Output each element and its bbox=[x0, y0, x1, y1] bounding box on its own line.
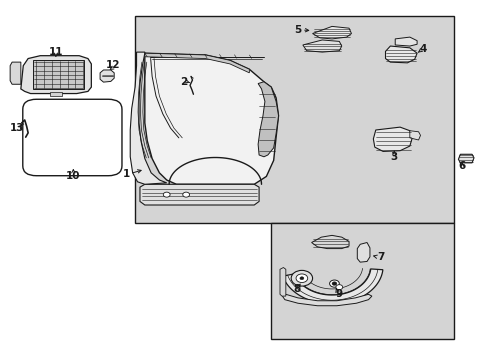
Circle shape bbox=[163, 192, 170, 197]
Polygon shape bbox=[144, 53, 278, 184]
Polygon shape bbox=[130, 52, 166, 184]
FancyBboxPatch shape bbox=[23, 99, 122, 176]
Polygon shape bbox=[144, 53, 249, 73]
Text: 3: 3 bbox=[390, 152, 397, 162]
Polygon shape bbox=[282, 294, 371, 306]
Polygon shape bbox=[302, 40, 341, 52]
Circle shape bbox=[299, 277, 303, 280]
Bar bbox=[50, 93, 62, 96]
Polygon shape bbox=[100, 70, 114, 82]
Polygon shape bbox=[135, 16, 453, 223]
Polygon shape bbox=[312, 26, 351, 39]
Text: 1: 1 bbox=[123, 168, 130, 179]
Text: 7: 7 bbox=[376, 252, 384, 262]
Circle shape bbox=[290, 270, 312, 286]
Polygon shape bbox=[280, 267, 285, 296]
Polygon shape bbox=[21, 56, 91, 94]
Circle shape bbox=[331, 282, 336, 285]
Bar bbox=[33, 60, 84, 89]
Circle shape bbox=[183, 192, 189, 197]
Circle shape bbox=[329, 280, 339, 287]
Polygon shape bbox=[409, 131, 420, 140]
Polygon shape bbox=[394, 37, 416, 46]
Polygon shape bbox=[258, 82, 278, 157]
Polygon shape bbox=[140, 184, 259, 205]
Text: 8: 8 bbox=[293, 284, 301, 294]
Polygon shape bbox=[357, 243, 369, 262]
Polygon shape bbox=[385, 46, 416, 63]
Polygon shape bbox=[271, 223, 453, 339]
Polygon shape bbox=[372, 127, 411, 152]
Text: 2: 2 bbox=[180, 77, 187, 87]
Text: 5: 5 bbox=[294, 25, 301, 35]
Text: 6: 6 bbox=[458, 161, 465, 171]
Polygon shape bbox=[311, 235, 348, 249]
Text: 4: 4 bbox=[419, 44, 426, 54]
Polygon shape bbox=[458, 154, 473, 163]
Polygon shape bbox=[10, 62, 21, 84]
Polygon shape bbox=[282, 269, 382, 304]
Circle shape bbox=[295, 274, 307, 283]
Text: 9: 9 bbox=[335, 289, 342, 299]
Text: 10: 10 bbox=[66, 171, 81, 181]
Text: 13: 13 bbox=[10, 123, 24, 133]
Text: 11: 11 bbox=[48, 47, 63, 57]
Text: 12: 12 bbox=[106, 60, 120, 70]
Circle shape bbox=[335, 285, 342, 290]
